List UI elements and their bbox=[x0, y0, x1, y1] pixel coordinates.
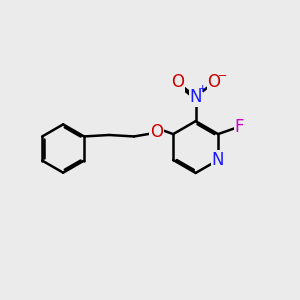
Text: O: O bbox=[171, 73, 184, 91]
Text: F: F bbox=[235, 118, 244, 136]
Text: N: N bbox=[212, 151, 224, 169]
Text: N: N bbox=[189, 88, 202, 106]
Text: O: O bbox=[150, 123, 163, 141]
Text: O: O bbox=[207, 73, 220, 91]
Text: +: + bbox=[197, 84, 207, 94]
Text: −: − bbox=[218, 71, 227, 81]
